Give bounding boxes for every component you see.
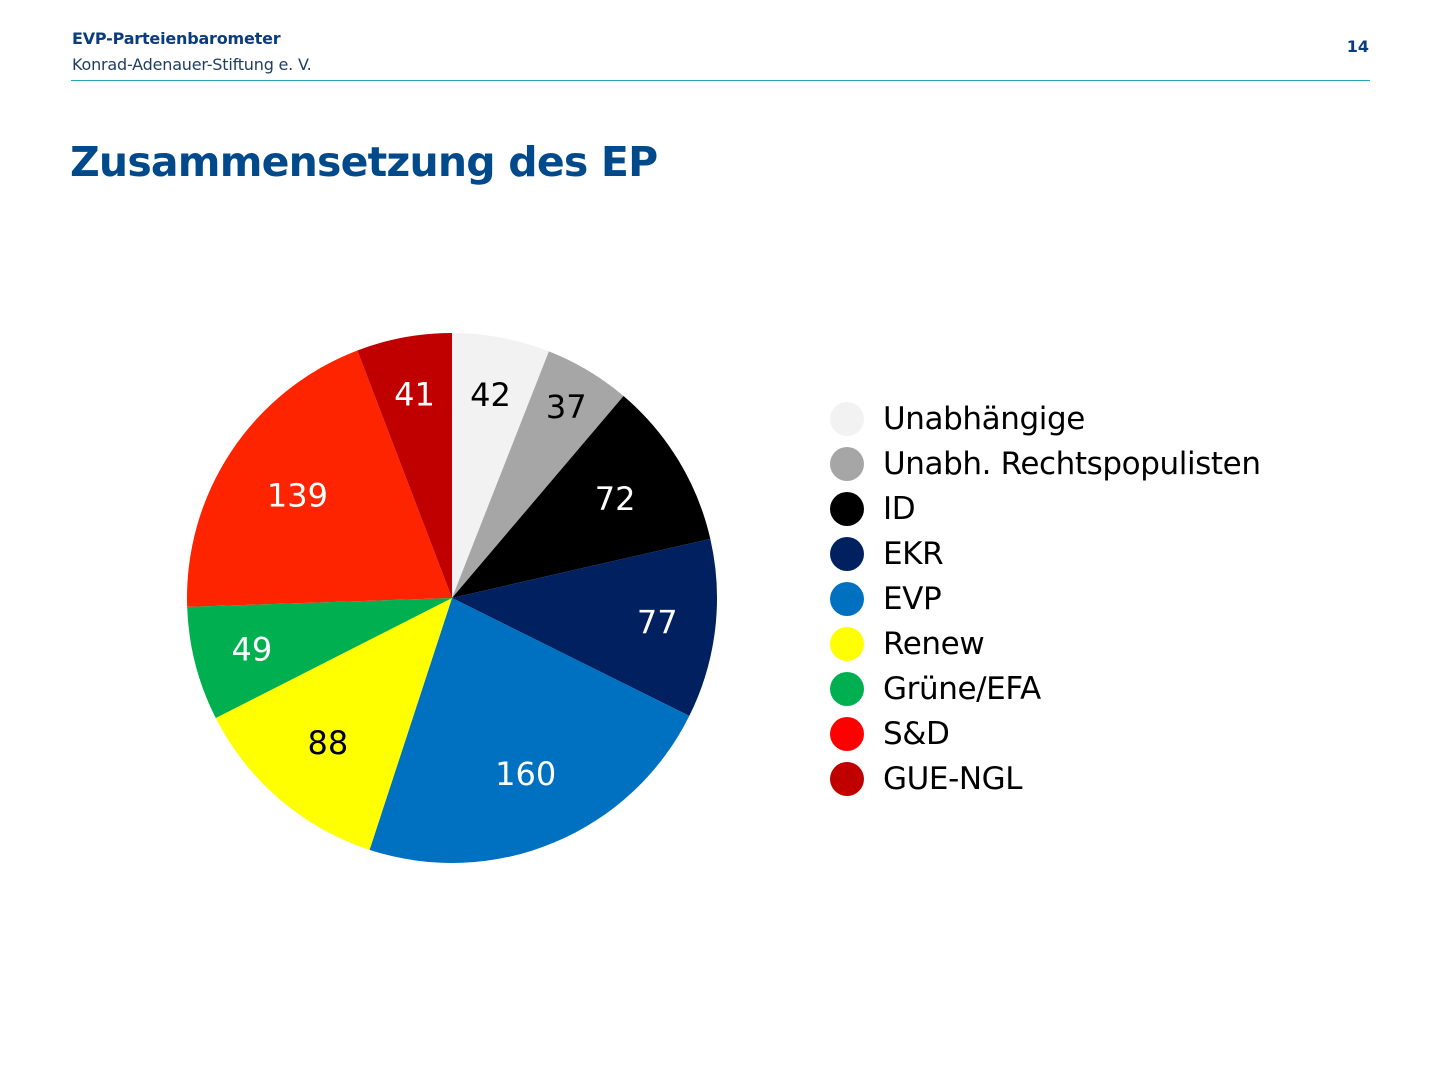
legend-item: EKR [830, 532, 1261, 577]
pie-slice-s-d [186, 350, 452, 607]
pie-data-label: 72 [595, 480, 636, 518]
legend-swatch-icon [830, 671, 864, 706]
pie-slice-id [452, 396, 711, 598]
pie-data-label: 37 [546, 388, 587, 426]
legend-label: GUE-NGL [883, 760, 1023, 797]
header-divider [71, 80, 1370, 81]
pie-slice-grüne-efa [187, 598, 452, 719]
legend-label: EVP [883, 581, 942, 617]
legend-item: ID [830, 487, 1261, 532]
legend-item: Unabhängige [830, 397, 1261, 442]
legend-label: EKR [883, 536, 944, 573]
header-title: EVP-Parteienbarometer [72, 29, 281, 48]
legend-label: Grüne/EFA [883, 670, 1041, 707]
pie-data-label: 77 [637, 603, 678, 641]
legend-item: GUE-NGL [830, 756, 1261, 801]
legend-item: EVP [830, 577, 1261, 622]
legend-item: Grüne/EFA [830, 666, 1261, 711]
page-number: 14 [1346, 37, 1369, 56]
pie-slice-unabhängige [452, 333, 549, 598]
page-title: Zusammensetzung des EP [70, 138, 658, 186]
legend-swatch-icon [830, 402, 864, 437]
legend-item: Unabh. Rechtspopulisten [830, 442, 1261, 487]
legend-swatch-icon [830, 626, 864, 661]
legend-swatch-icon [830, 537, 864, 572]
pie-slices [186, 333, 717, 863]
pie-data-labels: 42 37 72 77 160 88 49 139 41 [231, 376, 677, 793]
legend-item: Renew [830, 621, 1261, 666]
pie-slice-evp [369, 598, 690, 863]
header-subtitle: Konrad-Adenauer-Stiftung e. V. [72, 55, 312, 74]
pie-slice-unabh-rechtspopulisten [452, 351, 624, 598]
pie-data-label: 42 [470, 376, 511, 414]
pie-slice-ekr [452, 538, 717, 716]
pie-data-label: 88 [307, 724, 348, 762]
chart-legend: Unabhängige Unabh. Rechtspopulisten ID E… [830, 397, 1261, 801]
pie-slice-renew [215, 598, 452, 850]
legend-label: Unabh. Rechtspopulisten [883, 446, 1261, 483]
legend-swatch-icon [830, 447, 864, 482]
pie-data-label: 139 [267, 476, 328, 514]
legend-swatch-icon [830, 761, 864, 796]
legend-label: Unabhängige [883, 401, 1085, 438]
legend-item: S&D [830, 711, 1261, 756]
pie-data-label: 160 [495, 755, 556, 793]
pie-data-label: 41 [394, 376, 435, 414]
legend-label: Renew [883, 625, 985, 662]
legend-swatch-icon [830, 716, 864, 751]
legend-swatch-icon [830, 492, 864, 527]
pie-slice-gue-ngl [357, 333, 452, 598]
pie-data-label: 49 [231, 630, 272, 668]
legend-label: S&D [883, 715, 950, 752]
legend-swatch-icon [830, 582, 864, 616]
legend-label: ID [883, 491, 916, 528]
